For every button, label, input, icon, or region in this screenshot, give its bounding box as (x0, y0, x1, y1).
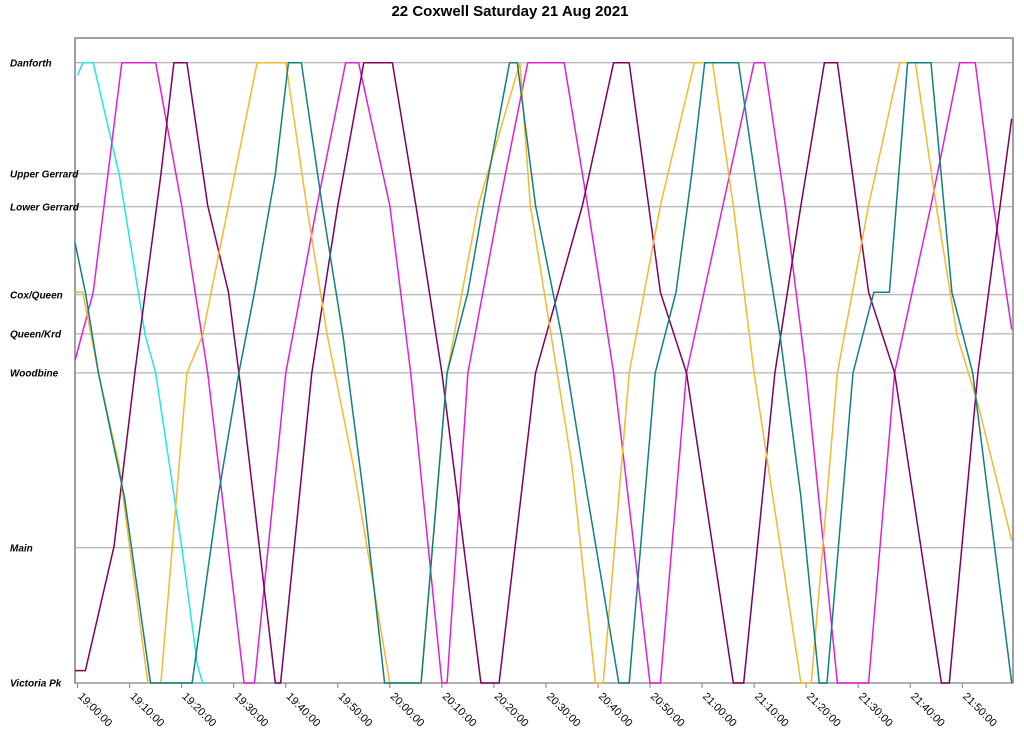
x-tick-label: 20:40:00 (596, 691, 635, 730)
x-tick-label: 19:00:00 (75, 691, 114, 730)
vehicle-line (76, 62, 208, 684)
x-tick-label: 20:30:00 (544, 691, 583, 730)
plot-frame (74, 37, 1014, 684)
x-tick-label: 20:00:00 (388, 691, 427, 730)
x-tick-label: 21:00:00 (700, 691, 739, 730)
chart-title: 22 Coxwell Saturday 21 Aug 2021 (391, 3, 628, 20)
y-tick-label: Danforth (10, 58, 52, 69)
y-tick-label: Victoria Pk (10, 679, 62, 690)
x-tick-label: 19:50:00 (336, 691, 375, 730)
x-tick-label: 19:10:00 (128, 691, 167, 730)
x-tick-label: 21:40:00 (908, 691, 947, 730)
vehicle-line (75, 62, 1013, 684)
y-tick-label: Main (10, 543, 33, 554)
x-tick-label: 21:30:00 (856, 691, 895, 730)
y-tick-label: Upper Gerrard (10, 169, 79, 180)
x-tick-label: 21:20:00 (804, 691, 843, 730)
vehicle-line (74, 62, 1013, 684)
y-tick-label: Lower Gerrard (10, 202, 80, 213)
x-tick-label: 21:10:00 (752, 691, 791, 730)
vehicle-line (74, 62, 1013, 684)
y-tick-label: Woodbine (10, 369, 59, 380)
y-tick-label: Queen/Krd (10, 329, 62, 340)
x-tick-label: 21:50:00 (960, 691, 999, 730)
y-tick-label: Cox/Queen (10, 290, 63, 301)
x-tick-label: 19:30:00 (232, 691, 271, 730)
x-tick-label: 20:20:00 (492, 691, 531, 730)
x-tick-label: 20:10:00 (440, 691, 479, 730)
x-tick-label: 19:20:00 (180, 691, 219, 730)
x-tick-label: 19:40:00 (284, 691, 323, 730)
vehicle-line (75, 62, 1013, 684)
x-tick-label: 20:50:00 (648, 691, 687, 730)
